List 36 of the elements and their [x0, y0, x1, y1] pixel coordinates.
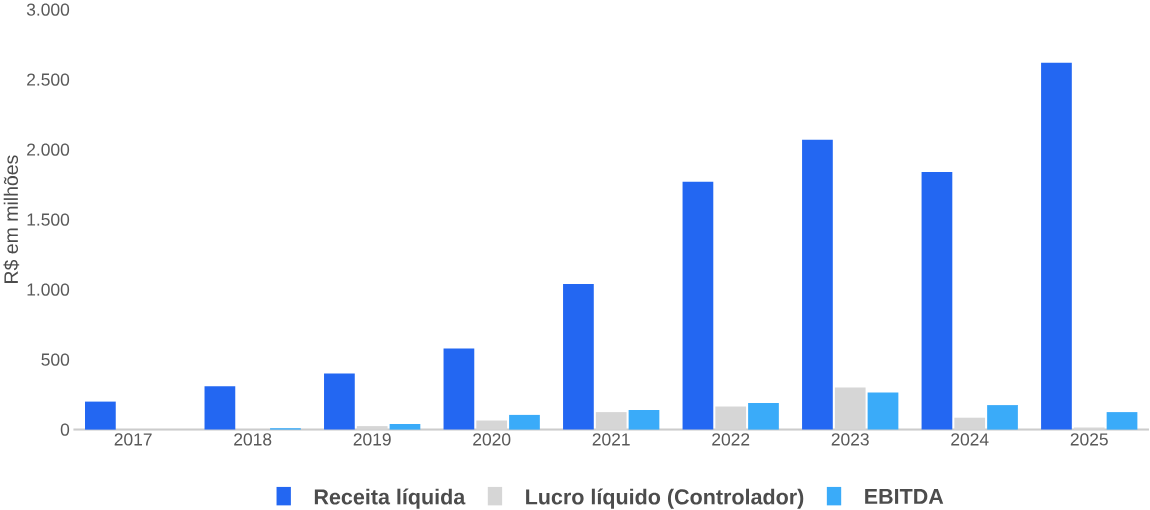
- legend-label: Lucro líquido (Controlador): [526, 488, 804, 509]
- bar: [85, 401, 116, 430]
- x-tick-label: 2021: [592, 433, 630, 446]
- y-tick-label: 0: [60, 423, 70, 436]
- x-tick-label: 2025: [1070, 433, 1108, 446]
- y-tick-label: 2.500: [27, 73, 70, 86]
- legend-label: EBITDA: [865, 489, 944, 504]
- x-tick-label: 2018: [234, 433, 272, 446]
- y-tick-label: 500: [41, 353, 70, 366]
- bar: [987, 405, 1018, 430]
- bar: [389, 424, 421, 430]
- y-tick-label: 1.000: [27, 283, 70, 296]
- bar: [443, 348, 475, 430]
- x-tick-label: 2019: [353, 433, 391, 446]
- bar: [1041, 62, 1072, 430]
- x-tick-label: 2022: [712, 433, 750, 446]
- bar: [204, 386, 236, 430]
- y-tick-label: 1.500: [27, 213, 70, 226]
- bar: [628, 410, 660, 430]
- y-axis-title: R$ em milhões: [3, 155, 20, 283]
- y-tick-label: 3.000: [26, 3, 70, 16]
- x-tick-label: 2023: [831, 433, 869, 446]
- x-tick-label: 2020: [473, 433, 511, 446]
- bar: [682, 181, 714, 430]
- bar: [802, 139, 833, 430]
- bar: [921, 172, 953, 430]
- x-tick-label: 2024: [951, 433, 989, 446]
- bar: [748, 403, 779, 430]
- bar: [563, 284, 594, 430]
- bar: [1106, 412, 1138, 430]
- x-tick-label: 2017: [114, 433, 152, 446]
- bar: [324, 373, 355, 430]
- bar: [867, 392, 899, 430]
- bar: [509, 414, 540, 430]
- y-tick-label: 2.000: [27, 143, 70, 156]
- legend-label: Receita líquida: [314, 488, 466, 509]
